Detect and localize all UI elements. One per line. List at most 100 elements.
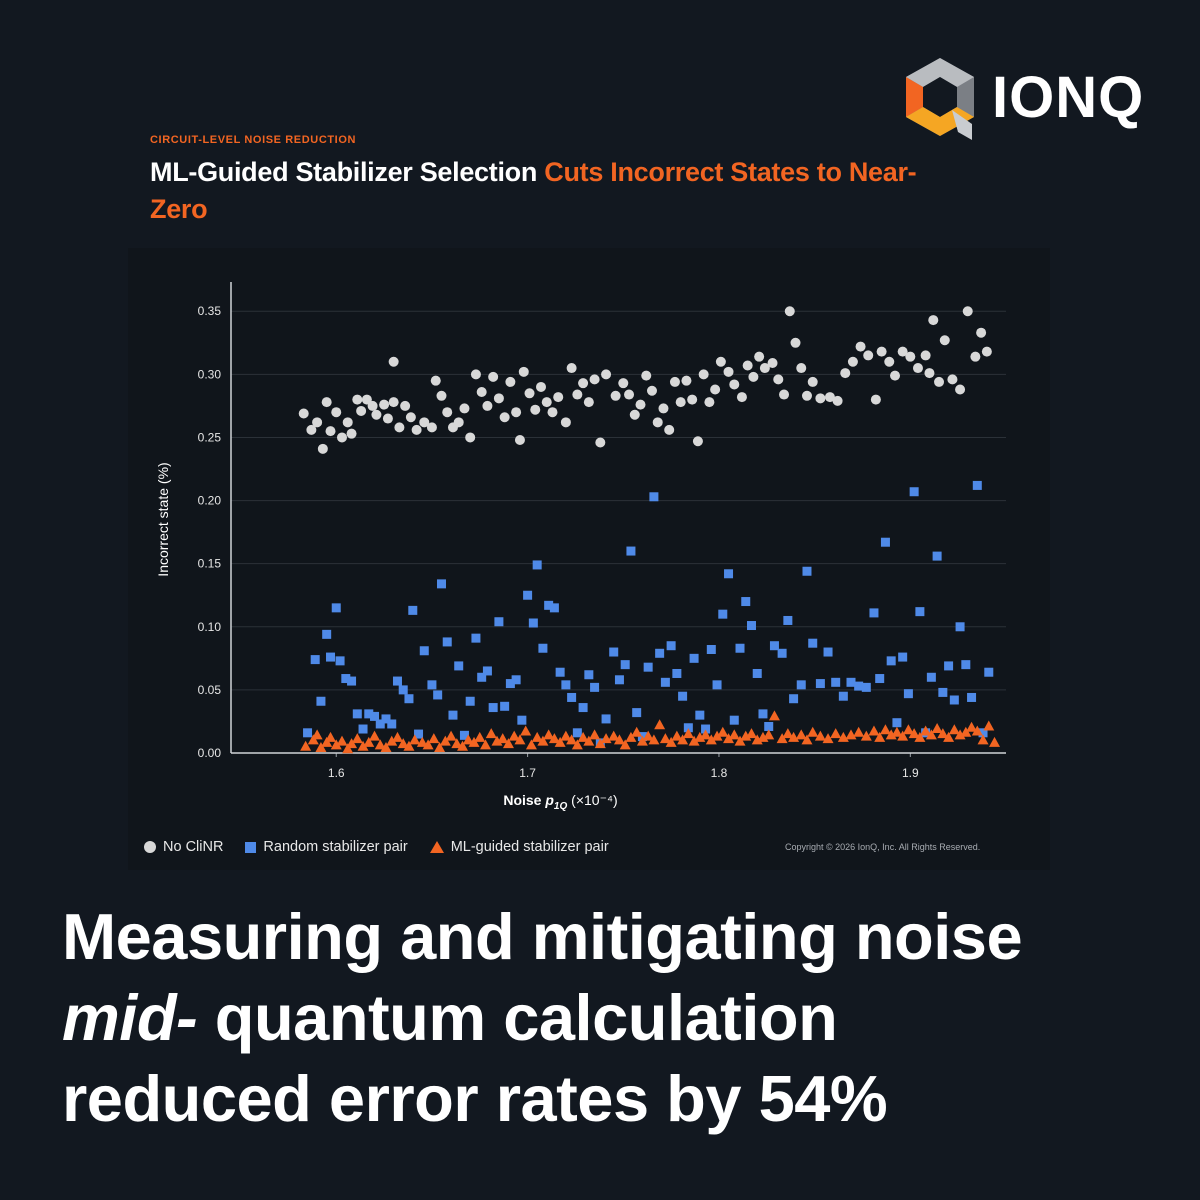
random-stabilizer-point (632, 708, 642, 718)
random-stabilizer-point (660, 677, 670, 687)
chart-headline: ML-Guided Stabilizer Selection Cuts Inco… (150, 154, 930, 228)
ml-guided-point (485, 728, 497, 739)
ml-guided-point (346, 738, 358, 749)
chart-kicker: CIRCUIT-LEVEL NOISE REDUCTION (150, 134, 357, 146)
ml-guided-point (874, 731, 886, 742)
triangle-marker-icon (429, 841, 444, 853)
ml-guided-point (795, 729, 807, 740)
random-stabilizer-point (433, 690, 443, 700)
ml-guided-point (659, 733, 671, 744)
ml-guided-point (474, 731, 486, 742)
ml-guided-point (682, 728, 694, 739)
ml-guided-point (740, 730, 752, 741)
random-stabilizer-point (364, 709, 374, 719)
ml-guided-point (908, 728, 920, 739)
random-stabilizer-point (643, 662, 653, 672)
ml-guided-point (801, 734, 813, 745)
no-clinr-point (342, 417, 353, 428)
random-stabilizer-point (352, 709, 362, 719)
no-clinr-point (847, 356, 858, 367)
random-stabilizer-point (614, 675, 624, 685)
ml-guided-point (757, 731, 769, 742)
no-clinr-point (681, 375, 692, 386)
random-stabilizer-point (932, 551, 942, 561)
ml-guided-point (768, 710, 780, 721)
ml-guided-point (625, 731, 637, 742)
random-stabilizer-point (712, 680, 722, 690)
ml-guided-point (971, 725, 983, 736)
caption-italic: mid- (62, 981, 198, 1054)
ml-guided-point (960, 726, 972, 737)
random-stabilizer-point (601, 714, 611, 724)
ml-guided-point (315, 741, 327, 752)
ml-guided-point (705, 734, 717, 745)
random-stabilizer-point (649, 492, 659, 502)
no-clinr-point (723, 366, 734, 377)
ml-guided-point (807, 726, 819, 737)
no-clinr-point (493, 393, 504, 404)
legend-item-ml-guided: ML-guided stabilizer pair (429, 839, 609, 855)
ml-guided-point (694, 731, 706, 742)
ml-guided-point (369, 730, 381, 741)
random-stabilizer-point (831, 677, 841, 687)
no-clinr-point (436, 390, 447, 401)
ml-guided-point (543, 729, 555, 740)
ml-guided-point (853, 726, 865, 737)
random-stabilizer-point (666, 641, 676, 651)
random-stabilizer-point (375, 719, 385, 729)
random-stabilizer-point (419, 646, 429, 656)
ml-guided-point (409, 734, 421, 745)
random-stabilizer-point (572, 728, 582, 738)
no-clinr-point (754, 351, 765, 362)
x-label-sub: 1Q (554, 801, 568, 812)
ml-guided-point (954, 729, 966, 740)
random-stabilizer-point (609, 647, 619, 657)
no-clinr-point (321, 397, 332, 408)
no-clinr-point (698, 369, 709, 380)
no-clinr-point (955, 384, 966, 395)
y-tick-label: 0.00 (198, 746, 222, 760)
no-clinr-point (400, 400, 411, 411)
random-stabilizer-point (886, 656, 896, 666)
no-clinr-point (981, 346, 992, 357)
no-clinr-point (928, 315, 939, 326)
ml-guided-point (457, 740, 469, 751)
ml-guided-point (648, 734, 660, 745)
random-stabilizer-point (808, 638, 818, 648)
no-clinr-point (924, 368, 935, 379)
random-stabilizer-point (459, 730, 469, 740)
no-clinr-point (784, 306, 795, 317)
no-clinr-point (658, 403, 669, 414)
random-stabilizer-point (505, 679, 515, 689)
random-stabilizer-point (538, 643, 548, 653)
x-tick-label: 1.6 (328, 766, 345, 780)
ml-guided-point (589, 729, 601, 740)
ml-guided-point (989, 736, 1001, 747)
random-stabilizer-point (427, 680, 437, 690)
no-clinr-point (336, 432, 347, 443)
ml-guided-point (920, 725, 932, 736)
ml-guided-point (763, 729, 775, 740)
ml-guided-point (654, 719, 666, 730)
ml-guided-point (502, 738, 514, 749)
no-clinr-point (572, 389, 583, 400)
ml-guided-point (357, 740, 369, 751)
ionq-logo-text: IONQ (992, 65, 1145, 130)
random-stabilizer-point (892, 718, 902, 728)
random-stabilizer-point (898, 652, 908, 662)
no-clinr-point (426, 422, 437, 433)
ml-guided-point (380, 741, 392, 752)
random-stabilizer-point (517, 715, 527, 725)
legend-label: Random stabilizer pair (263, 839, 408, 855)
grid-lines (231, 310, 1006, 691)
random-stabilizer-point (303, 728, 313, 738)
caption-text: Measuring and mitigating noise mid- quan… (62, 896, 1162, 1139)
ml-guided-point (480, 739, 492, 750)
random-stabilizer-point (335, 656, 345, 666)
no-clinr-point (976, 327, 987, 338)
ml-guided-point (525, 739, 537, 750)
random-stabilizer-point (454, 661, 464, 671)
no-clinr-point (890, 370, 901, 381)
random-stabilizer-point (655, 648, 665, 658)
random-stabilizer-point (701, 724, 711, 734)
